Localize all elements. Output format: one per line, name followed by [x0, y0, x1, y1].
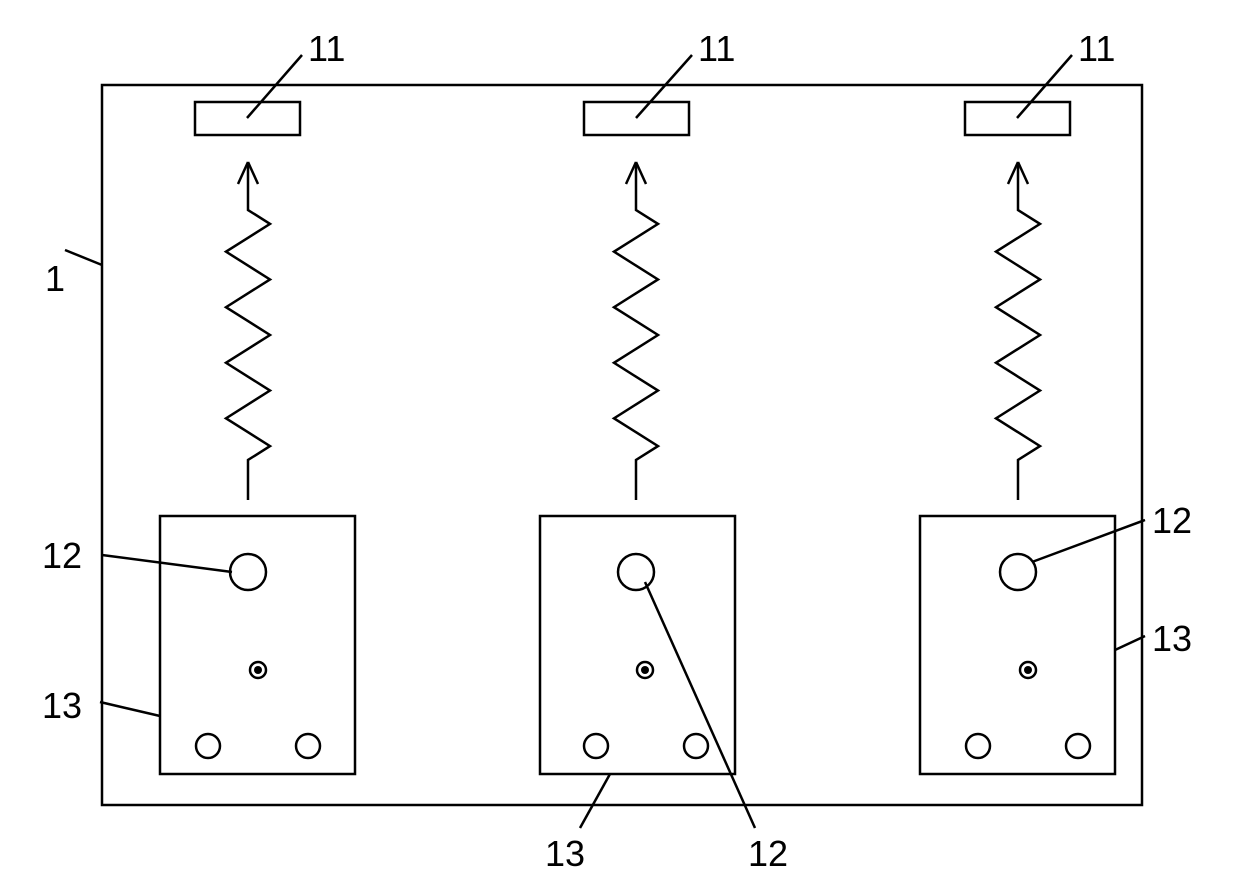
ref-label: 12: [748, 833, 788, 875]
diagram-svg: [0, 0, 1240, 882]
ref-label: 11: [1078, 28, 1115, 70]
ref-label: 13: [42, 685, 82, 727]
ref-label: 11: [308, 28, 345, 70]
ref-label: 12: [1152, 500, 1192, 542]
ref-label: 1: [45, 258, 65, 300]
ref-label: 13: [545, 833, 585, 875]
ref-label: 13: [1152, 618, 1192, 660]
ref-label: 11: [698, 28, 735, 70]
ref-label: 12: [42, 535, 82, 577]
